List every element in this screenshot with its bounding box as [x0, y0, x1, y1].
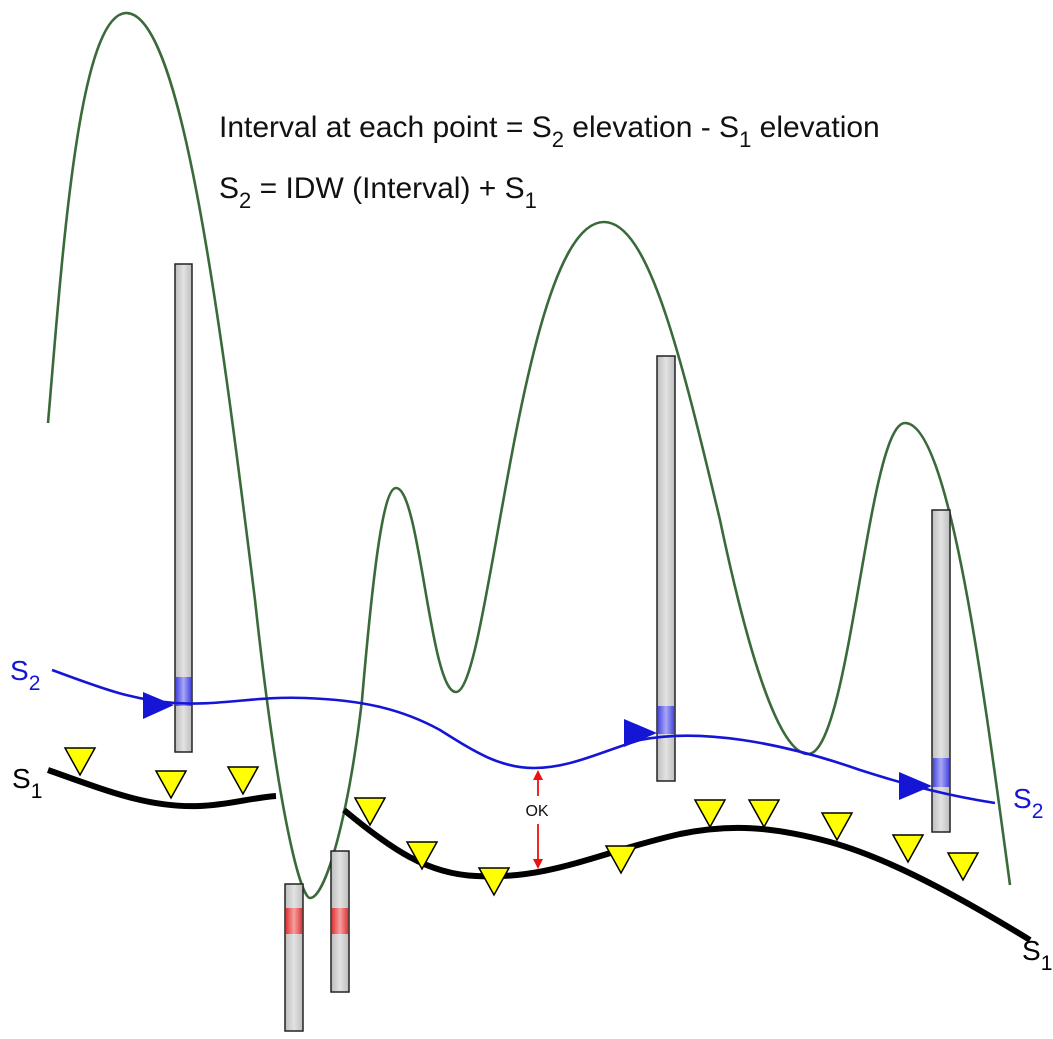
- s1-pick-triangle: [946, 852, 980, 882]
- s1-label-left: S1: [12, 763, 42, 803]
- s1-pick-triangle: [747, 799, 781, 829]
- s2-arrow-well-3: [899, 772, 932, 800]
- s1-label-right: S1: [1022, 935, 1052, 975]
- s1-pick-triangle: [405, 841, 439, 871]
- s1-pick-triangle: [226, 766, 260, 796]
- ok-label: OK: [525, 803, 548, 820]
- well-3: [931, 509, 951, 833]
- well-1-s2-marker: [175, 677, 192, 706]
- s1-pick-triangle: [604, 845, 638, 875]
- s1-surface-right: [342, 807, 1032, 943]
- s1-pick-triangle: [693, 799, 727, 829]
- terrain-line: [46, 11, 1012, 900]
- s2-surface: [51, 668, 996, 805]
- s1-pick-triangle: [353, 797, 387, 827]
- well-3-s2-marker: [932, 758, 950, 787]
- s2-label-left: S2: [10, 655, 40, 695]
- s1-pick-triangle: [891, 834, 925, 864]
- well-2: [656, 355, 676, 782]
- s1-pick-triangle: [63, 747, 97, 777]
- s1-surface-left: [46, 767, 277, 810]
- ok-label-background: [514, 796, 560, 824]
- s2-arrow-well-1: [143, 692, 174, 719]
- well-4: [284, 883, 304, 1032]
- s1-picks: [63, 747, 980, 897]
- s2-label-right: S2: [1013, 783, 1043, 823]
- s1-pick-triangle: [154, 770, 188, 800]
- well-5-s1-marker: [331, 908, 349, 934]
- well-4-s1-marker: [285, 908, 303, 934]
- s2-arrow-well-2: [624, 719, 657, 747]
- well-1: [174, 263, 193, 753]
- s1-pick-triangle: [820, 812, 854, 842]
- well-2-s2-marker: [657, 706, 675, 734]
- formula-interval: Interval at each point = S2 elevation - …: [219, 111, 880, 152]
- s1-pick-triangle: [477, 867, 511, 897]
- formula-s2: S2 = IDW (Interval) + S1: [219, 172, 537, 213]
- wells: [174, 263, 951, 1032]
